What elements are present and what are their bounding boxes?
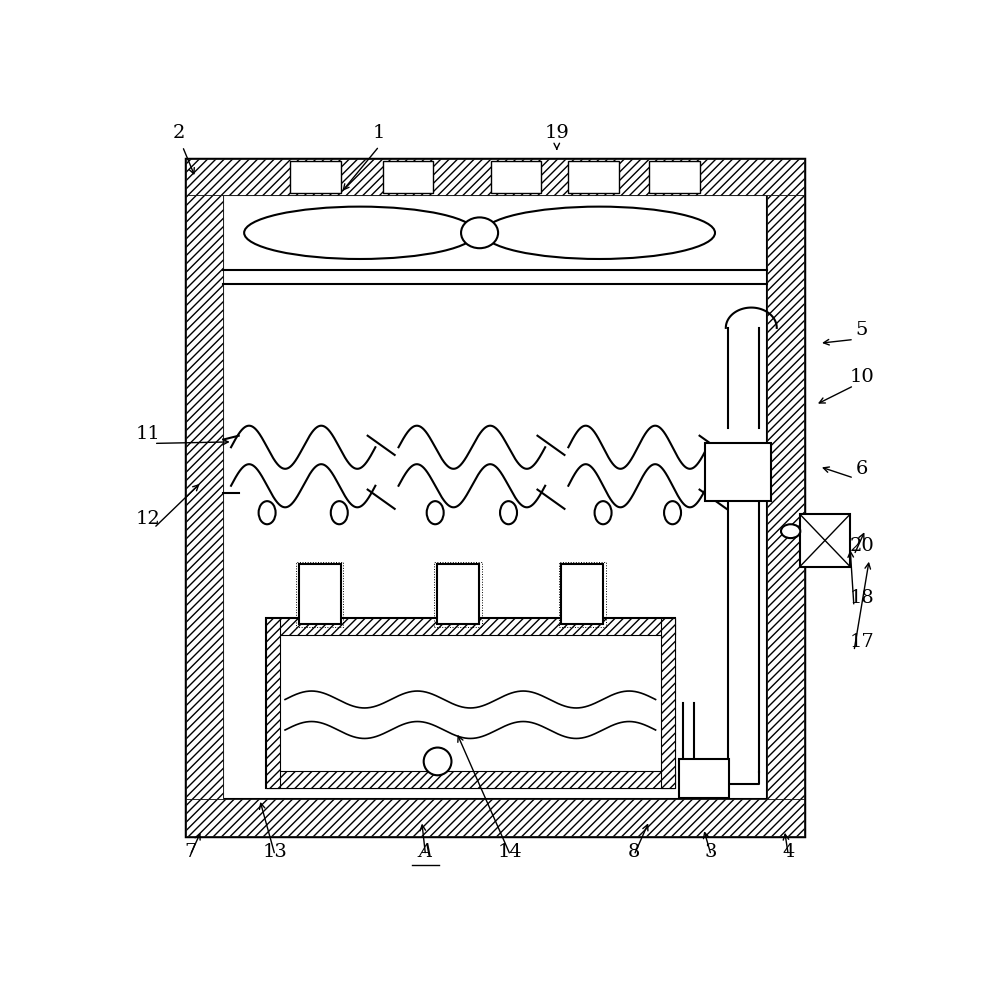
Bar xyxy=(705,443,771,501)
Text: 17: 17 xyxy=(850,633,874,651)
Text: 13: 13 xyxy=(263,843,288,861)
Text: 3: 3 xyxy=(705,843,717,861)
Bar xyxy=(186,158,804,195)
Text: 6: 6 xyxy=(856,460,868,478)
Bar xyxy=(434,562,482,627)
Bar xyxy=(266,618,675,788)
Text: 12: 12 xyxy=(135,510,160,528)
Bar xyxy=(186,195,223,799)
Ellipse shape xyxy=(426,501,443,524)
Ellipse shape xyxy=(781,524,801,538)
Bar xyxy=(383,161,433,193)
Bar xyxy=(186,159,804,836)
Bar xyxy=(266,618,675,635)
Text: 19: 19 xyxy=(545,124,569,142)
Text: 5: 5 xyxy=(856,321,868,339)
Bar xyxy=(186,799,804,836)
Bar xyxy=(266,618,280,788)
Text: 8: 8 xyxy=(627,843,640,861)
Ellipse shape xyxy=(595,501,612,524)
Ellipse shape xyxy=(259,501,276,524)
Ellipse shape xyxy=(483,207,715,259)
Bar xyxy=(767,195,804,799)
Bar xyxy=(491,161,542,193)
Bar xyxy=(223,195,767,799)
Bar xyxy=(561,564,604,624)
Text: 20: 20 xyxy=(850,537,874,555)
Circle shape xyxy=(423,748,451,775)
Ellipse shape xyxy=(500,501,517,524)
Text: 7: 7 xyxy=(184,843,196,861)
Bar xyxy=(678,759,729,798)
Bar xyxy=(800,514,851,567)
Bar xyxy=(661,618,675,788)
Bar xyxy=(299,564,341,624)
Bar xyxy=(649,161,699,193)
Bar xyxy=(559,562,606,627)
Text: A: A xyxy=(418,843,432,861)
Bar xyxy=(437,564,479,624)
Bar xyxy=(266,771,675,788)
Text: 2: 2 xyxy=(172,124,184,142)
Text: 18: 18 xyxy=(850,589,874,607)
Text: 11: 11 xyxy=(135,425,160,443)
Ellipse shape xyxy=(461,217,498,248)
Ellipse shape xyxy=(331,501,348,524)
Text: 10: 10 xyxy=(850,368,874,386)
Ellipse shape xyxy=(664,501,681,524)
Ellipse shape xyxy=(244,207,476,259)
Text: 14: 14 xyxy=(498,843,523,861)
Bar xyxy=(291,161,341,193)
Bar xyxy=(569,161,619,193)
Text: 4: 4 xyxy=(782,843,795,861)
Bar xyxy=(296,562,344,627)
Text: 1: 1 xyxy=(374,124,385,142)
